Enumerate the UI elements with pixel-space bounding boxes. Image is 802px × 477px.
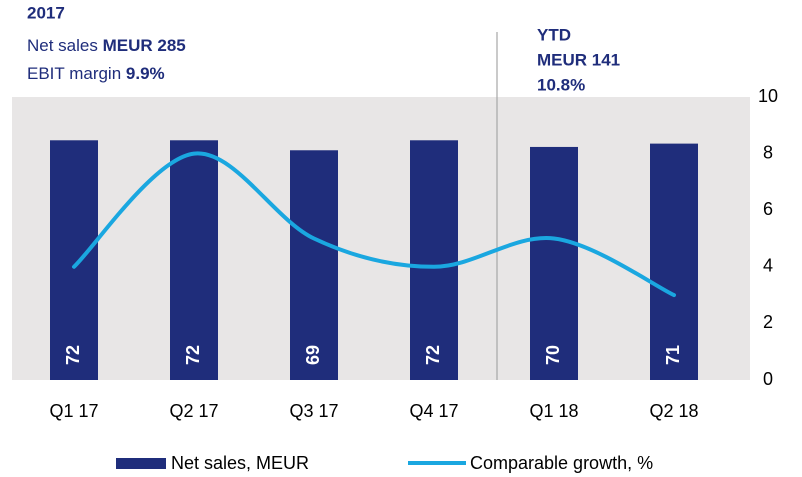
bar-value-label: 69 <box>303 345 323 365</box>
x-tick-label: Q2 18 <box>649 401 698 421</box>
ebit-label: EBIT margin <box>27 64 121 83</box>
bar-value-label: 72 <box>183 345 203 365</box>
net-sales-annotation: Net sales MEUR 285 <box>27 36 186 55</box>
x-tick-label: Q1 18 <box>529 401 578 421</box>
legend-swatch <box>116 458 166 469</box>
net-sales-value: MEUR 285 <box>103 36 186 55</box>
y2-tick-label: 8 <box>763 142 773 162</box>
x-tick-label: Q1 17 <box>49 401 98 421</box>
ytd-sales: MEUR 141 <box>537 50 620 69</box>
bar-value-label: 70 <box>543 345 563 365</box>
bar-value-label: 72 <box>423 345 443 365</box>
x-tick-label: Q2 17 <box>169 401 218 421</box>
bar <box>50 140 98 380</box>
bar <box>290 150 338 380</box>
bar <box>170 140 218 380</box>
bar-value-label: 72 <box>63 345 83 365</box>
y2-tick-label: 4 <box>763 256 773 276</box>
y2-tick-label: 0 <box>763 369 773 389</box>
x-tick-label: Q3 17 <box>289 401 338 421</box>
growth-line <box>72 151 676 298</box>
legend-label: Comparable growth, % <box>470 453 653 473</box>
net-sales-label: Net sales <box>27 36 98 55</box>
legend-label: Net sales, MEUR <box>171 453 309 473</box>
y2-tick-label: 2 <box>763 312 773 332</box>
year-label: 2017 <box>27 3 65 22</box>
y2-tick-label: 10 <box>758 86 778 106</box>
x-tick-label: Q4 17 <box>409 401 458 421</box>
plot-background <box>12 97 750 380</box>
ebit-annotation: EBIT margin 9.9% <box>27 64 165 83</box>
ytd-title: YTD <box>537 25 571 44</box>
bar <box>650 143 698 380</box>
bar <box>530 146 578 380</box>
bar <box>410 140 458 380</box>
bar-value-label: 71 <box>663 345 683 365</box>
ytd-margin: 10.8% <box>537 75 585 94</box>
y2-tick-label: 6 <box>763 199 773 219</box>
ebit-value: 9.9% <box>126 64 165 83</box>
